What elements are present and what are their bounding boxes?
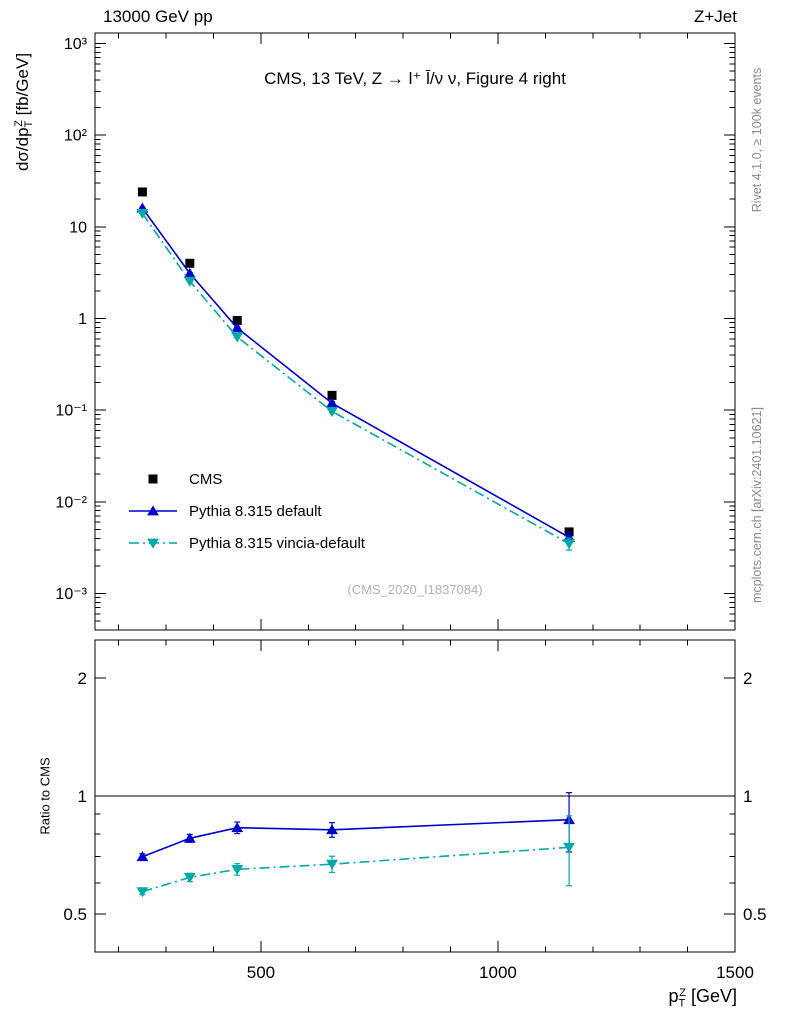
legend-item-pythia-default: Pythia 8.315 default <box>127 495 365 527</box>
analysis-id-watermark: (CMS_2020_I1837084) <box>347 582 483 597</box>
main-series-pythia-8-315-vincia-default <box>136 209 575 551</box>
y-tick-label-ratio-right: 0.5 <box>743 905 767 924</box>
x-title-suffix: [GeV] <box>685 986 737 1006</box>
y-title-sub: T <box>23 120 36 128</box>
beam-energy-label: 13000 GeV pp <box>103 7 213 26</box>
y-tick-label-main: 10³ <box>64 36 88 53</box>
x-tick-label: 500 <box>247 963 275 982</box>
legend: CMS Pythia 8.315 default Pythia 8.315 vi… <box>127 463 365 559</box>
legend-label-vincia-default: Pythia 8.315 vincia-default <box>189 534 365 552</box>
axis-tick-labels: 500 1000 1500 10³ 10² 10 1 10⁻¹ 10⁻² 10⁻³ 2 2 1 1 0.5 0… <box>55 36 766 982</box>
y-tick-label-ratio-left: 1 <box>78 787 87 806</box>
y-title-sup: Z <box>12 120 25 127</box>
y-tick-label-ratio-right: 2 <box>743 669 752 688</box>
x-title-sup: Z <box>679 986 686 999</box>
x-tick-label: 1000 <box>479 963 517 982</box>
y-tick-label-ratio-left: 2 <box>78 669 87 688</box>
ratio-series-pythia-8-315-vincia-default <box>136 815 575 898</box>
process-label: Z+Jet <box>694 7 737 26</box>
cms-square-marker-icon <box>148 474 158 484</box>
y-tick-label-ratio-right: 1 <box>743 787 752 806</box>
legend-label-cms: CMS <box>189 470 223 488</box>
x-tick-label: 1500 <box>716 963 754 982</box>
mcplots-reference-note: mcplots.cern.ch [arXiv:2401.10621] <box>750 407 764 603</box>
legend-item-vincia-default: Pythia 8.315 vincia-default <box>127 527 365 559</box>
x-axis-title: pTZ [GeV] <box>535 986 737 1009</box>
legend-label-pythia-default: Pythia 8.315 default <box>189 502 322 520</box>
rivet-version-note: Rivet 4.1.0, ≥ 100k events <box>750 67 764 213</box>
y-tick-label-main: 10 <box>69 219 87 236</box>
pythia-default-line-icon <box>129 505 177 516</box>
y-tick-label-main: 10⁻³ <box>55 586 87 603</box>
y-tick-label-main: 10⁻¹ <box>55 403 87 420</box>
x-title-prefix: p <box>668 986 679 1006</box>
ratio-series-pythia-8-315-default <box>136 792 575 862</box>
y-tick-label-main: 10² <box>64 128 88 145</box>
legend-item-cms: CMS <box>127 463 365 495</box>
y-title-prefix: dσ/dp <box>12 127 32 172</box>
x-title-sub: T <box>678 997 686 1010</box>
axis-ticks <box>95 33 736 952</box>
vincia-default-line-icon <box>129 538 177 549</box>
y-axis-title-main: dσ/dpTZ [fb/GeV] <box>13 53 35 171</box>
y-tick-label-main: 1 <box>78 311 87 328</box>
y-tick-label-ratio-left: 0.5 <box>63 905 87 924</box>
plot-title: CMS, 13 TeV, Z → l⁺ l̄/ν ν, Figure 4 rig… <box>264 69 566 88</box>
y-axis-title-ratio: Ratio to CMS <box>37 757 53 835</box>
y-title-suffix: [fb/GeV] <box>12 52 32 121</box>
y-tick-label-main: 10⁻² <box>55 494 87 511</box>
